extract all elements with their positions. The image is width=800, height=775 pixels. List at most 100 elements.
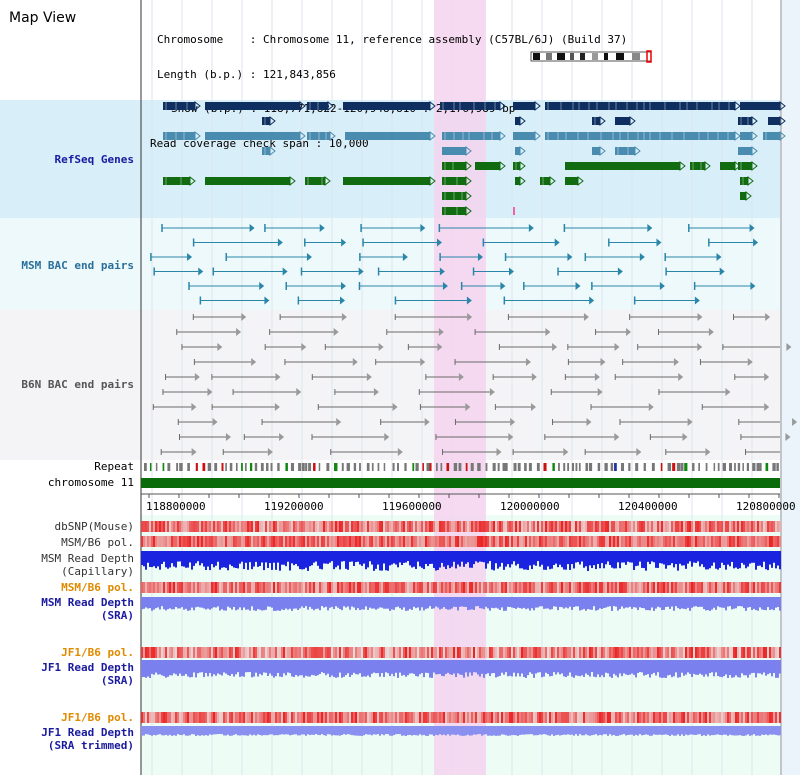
jf1-b6-pol-label[interactable]: JF1/B6 pol.: [61, 646, 134, 659]
polymorphism-cell: [455, 536, 457, 547]
read-depth-bar: [545, 660, 547, 673]
read-depth-bar: [731, 551, 733, 562]
read-depth-bar: [237, 660, 239, 673]
read-depth-bar: [443, 597, 445, 608]
polymorphism-cell: [257, 521, 259, 532]
read-depth-bar: [653, 597, 655, 611]
polymorphism-cell: [343, 521, 345, 532]
polymorphism-cell: [559, 582, 561, 593]
read-depth-bar: [779, 726, 781, 736]
polymorphism-cell: [431, 582, 433, 593]
polymorphism-cell: [357, 647, 359, 658]
read-depth-bar: [675, 660, 677, 673]
polymorphism-cell: [433, 712, 435, 723]
polymorphism-cell: [647, 582, 649, 593]
read-depth-bar: [567, 660, 569, 676]
polymorphism-cell: [327, 582, 329, 593]
read-depth-bar: [311, 551, 313, 566]
jf1-b6-pol-trimmed-label[interactable]: JF1/B6 pol.: [61, 711, 134, 724]
polymorphism-cell: [155, 521, 157, 532]
polymorphism-cell: [771, 647, 773, 658]
polymorphism-cell: [321, 582, 323, 593]
read-depth-bar: [667, 660, 669, 676]
repeat-label[interactable]: Repeat: [94, 460, 134, 473]
read-depth-bar: [659, 726, 661, 735]
polymorphism-cell: [549, 582, 551, 593]
b6n-bac-end-arrow: [747, 358, 753, 366]
read-depth-bar: [223, 597, 225, 611]
repeat-feature: [285, 463, 288, 471]
polymorphism-cell: [691, 582, 693, 593]
read-depth-bar: [593, 726, 595, 735]
polymorphism-cell: [739, 712, 741, 723]
msm-read-depth-capillary-label[interactable]: MSM Read Depth: [41, 552, 134, 565]
read-depth-bar: [285, 597, 287, 609]
msm-read-depth-sra-label[interactable]: MSM Read Depth: [41, 596, 134, 609]
polymorphism-cell: [493, 712, 495, 723]
polymorphism-cell: [581, 712, 583, 723]
polymorphism-cell: [565, 582, 567, 593]
read-depth-bar: [631, 660, 633, 674]
polymorphism-cell: [141, 536, 143, 547]
polymorphism-cell: [609, 712, 611, 723]
refseq-genes-label[interactable]: RefSeq Genes: [54, 153, 134, 166]
read-depth-bar: [419, 726, 421, 735]
polymorphism-cell: [355, 712, 357, 723]
msm-b6-pol-sra-label[interactable]: MSM/B6 pol.: [61, 581, 134, 594]
polymorphism-cell: [711, 647, 713, 658]
polymorphism-cell: [499, 647, 501, 658]
polymorphism-cell: [477, 536, 479, 547]
read-depth-bar: [523, 597, 525, 608]
read-depth-bar: [371, 597, 373, 609]
read-depth-bar: [237, 726, 239, 736]
polymorphism-cell: [627, 582, 629, 593]
msm-bac-end-pairs-label[interactable]: MSM BAC end pairs: [21, 259, 134, 272]
polymorphism-cell: [641, 521, 643, 532]
read-depth-bar: [339, 660, 341, 673]
read-depth-bar: [475, 726, 477, 735]
polymorphism-cell: [393, 712, 395, 723]
polymorphism-cell: [733, 521, 735, 532]
polymorphism-cell: [469, 712, 471, 723]
read-depth-bar: [571, 726, 573, 735]
polymorphism-cell: [265, 521, 267, 532]
polymorphism-cell: [713, 521, 715, 532]
polymorphism-cell: [605, 712, 607, 723]
polymorphism-cell: [171, 521, 173, 532]
read-depth-bar: [377, 726, 379, 735]
read-depth-bar: [353, 551, 355, 567]
read-depth-bar: [261, 726, 263, 736]
polymorphism-cell: [741, 521, 743, 532]
read-depth-bar: [397, 660, 399, 678]
read-depth-bar: [269, 660, 271, 674]
read-depth-bar: [189, 660, 191, 678]
polymorphism-cell: [599, 712, 601, 723]
polymorphism-cell: [393, 521, 395, 532]
polymorphism-cell: [205, 647, 207, 658]
read-depth-bar: [327, 597, 329, 611]
highlight-region[interactable]: [434, 0, 486, 775]
read-depth-bar: [357, 597, 359, 609]
msm-b6-pol-label[interactable]: MSM/B6 pol.: [61, 536, 134, 549]
polymorphism-cell: [449, 536, 451, 547]
read-depth-bar: [297, 551, 299, 567]
polymorphism-cell: [331, 521, 333, 532]
axis-tick-6: 120800000: [736, 500, 796, 513]
b6n-bac-end-pairs-label[interactable]: B6N BAC end pairs: [21, 378, 134, 391]
jf1-read-depth-trimmed-label[interactable]: JF1 Read Depth: [41, 726, 134, 739]
read-depth-bar: [675, 551, 677, 565]
read-depth-bar: [281, 551, 283, 565]
read-depth-bar: [399, 726, 401, 735]
read-depth-bar: [329, 726, 331, 735]
polymorphism-cell: [451, 712, 453, 723]
chromosome-label-track[interactable]: chromosome 11: [47, 476, 134, 489]
polymorphism-cell: [465, 521, 467, 532]
b6n-bac-end-arrow: [384, 433, 390, 441]
jf1-read-depth-sra-label[interactable]: JF1 Read Depth: [41, 661, 134, 674]
repeat-feature: [415, 463, 419, 471]
read-depth-bar: [625, 551, 627, 565]
polymorphism-cell: [581, 582, 583, 593]
dbsnp-label[interactable]: dbSNP(Mouse): [54, 520, 134, 533]
polymorphism-cell: [221, 536, 223, 547]
